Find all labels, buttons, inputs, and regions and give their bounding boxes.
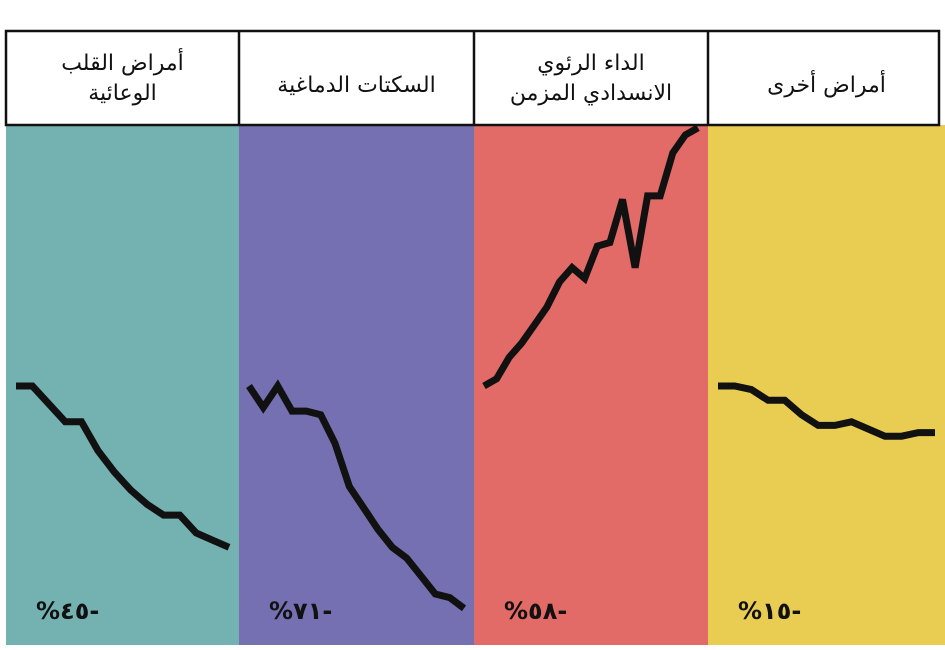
panel-title-2-line-1: السكتات الدماغية (277, 73, 435, 98)
trend-line-2 (246, 379, 467, 612)
panel-background-4 (708, 125, 945, 645)
panel-title-3-line-2: الانسدادي المزمن (510, 81, 672, 106)
panel-background-1 (6, 125, 239, 645)
panel-title-1-line-1: أمراض القلب (61, 48, 184, 76)
trend-line-3 (482, 124, 700, 390)
percent-change-1: %٤٥- (36, 597, 99, 625)
panel-title-3-line-1: الداء الرئوي (537, 51, 644, 76)
percent-change-2: %٧١- (269, 597, 332, 625)
panel-title-1-line-2: الوعائية (88, 81, 157, 106)
panel-background-3 (474, 125, 708, 645)
trend-line-4 (718, 382, 935, 440)
trend-line-1 (16, 382, 231, 551)
percent-change-3: %٥٨- (504, 597, 567, 625)
percent-change-4: %١٥- (738, 597, 801, 625)
panel-title-4-line-1: أمراض أخرى (767, 70, 886, 98)
